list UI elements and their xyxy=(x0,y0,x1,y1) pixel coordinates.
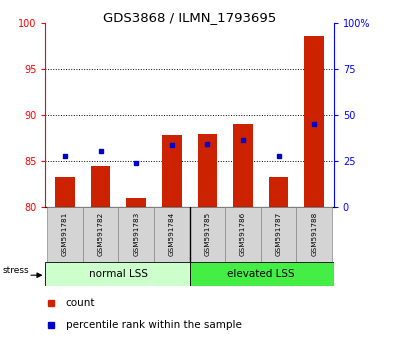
Text: GDS3868 / ILMN_1793695: GDS3868 / ILMN_1793695 xyxy=(103,11,276,24)
Bar xyxy=(261,207,296,262)
Bar xyxy=(126,198,146,207)
Bar xyxy=(269,177,288,207)
Bar xyxy=(55,177,75,207)
Bar xyxy=(190,262,334,286)
Text: GSM591788: GSM591788 xyxy=(311,211,317,256)
Bar xyxy=(225,207,261,262)
Bar xyxy=(233,124,253,207)
Bar xyxy=(190,207,225,262)
Bar xyxy=(45,262,190,286)
Bar xyxy=(305,36,324,207)
Text: normal LSS: normal LSS xyxy=(89,269,148,279)
Text: GSM591784: GSM591784 xyxy=(169,211,175,256)
Bar xyxy=(91,166,110,207)
Bar xyxy=(296,207,332,262)
Text: GSM591785: GSM591785 xyxy=(204,211,211,256)
Bar xyxy=(154,207,190,262)
Text: count: count xyxy=(66,298,95,308)
Bar xyxy=(118,207,154,262)
Bar xyxy=(83,207,118,262)
Text: elevated LSS: elevated LSS xyxy=(227,269,295,279)
Text: GSM591787: GSM591787 xyxy=(276,211,282,256)
Bar xyxy=(198,135,217,207)
Text: percentile rank within the sample: percentile rank within the sample xyxy=(66,320,241,330)
Text: GSM591786: GSM591786 xyxy=(240,211,246,256)
Text: GSM591782: GSM591782 xyxy=(98,211,103,256)
Bar xyxy=(47,207,83,262)
Bar xyxy=(162,135,182,207)
Text: stress: stress xyxy=(2,266,29,275)
Text: GSM591781: GSM591781 xyxy=(62,211,68,256)
Text: GSM591783: GSM591783 xyxy=(133,211,139,256)
